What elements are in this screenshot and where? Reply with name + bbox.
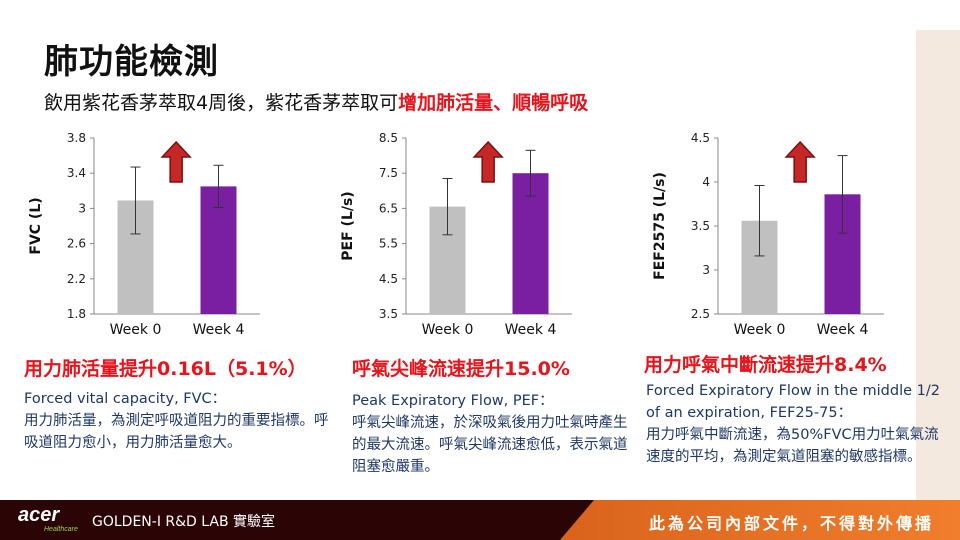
slide-title: 肺功能檢測: [44, 42, 219, 82]
pef-desc-zh: 呼氣尖峰流速，於深吸氣後用力吐氣時產生的最大流速。呼氣尖峰流速愈低，表示氣道阻塞…: [352, 415, 628, 475]
y-tick-label: 4: [702, 175, 710, 189]
y-tick-label: 8.5: [379, 131, 398, 145]
y-tick-label: 3.8: [67, 131, 86, 145]
y-tick-label: 3: [78, 201, 86, 215]
lab-name: GOLDEN-I R&D LAB 實驗室: [92, 514, 276, 530]
y-tick-label: 4.5: [379, 272, 398, 286]
y-tick-label: 5.5: [379, 237, 398, 251]
y-axis-label: FEF2575 (L/s): [652, 172, 668, 280]
x-tick-label: Week 4: [193, 322, 245, 338]
y-tick-label: 2.6: [67, 237, 86, 251]
y-axis-label: PEF (L/s): [340, 191, 356, 260]
x-tick-label: Week 0: [734, 322, 786, 338]
y-tick-label: 1.8: [67, 307, 86, 321]
decorative-side-strip: [916, 30, 960, 500]
fvc-result: 用力肺活量提升0.16L（5.1%）: [24, 358, 307, 380]
bar-week-4: [512, 173, 549, 314]
pef-result: 呼氣尖峰流速提升15.0%: [352, 358, 570, 380]
y-tick-label: 4.5: [691, 131, 710, 145]
fef-desc-en: Forced Expiratory Flow in the middle 1/2…: [646, 383, 940, 421]
fvc-desc-zh: 用力肺活量，為測定呼吸道阻力的重要指標。呼吸道阻力愈小，用力肺活量愈大。: [24, 413, 329, 451]
y-tick-label: 2.5: [691, 307, 710, 321]
footer-left-panel: [0, 500, 640, 540]
subtitle-highlight: 增加肺活量、順暢呼吸: [398, 92, 589, 114]
pef-description: Peak Expiratory Flow, PEF： 呼氣尖峰流速，於深吸氣後用…: [352, 390, 630, 478]
confidential-notice: 此為公司內部文件，不得對外傳播: [648, 514, 934, 533]
up-arrow-icon: [784, 140, 816, 183]
x-tick-label: Week 0: [422, 322, 474, 338]
chart-svg: 3.5 4.5 5.5 6.5 7.5 8.5 PEF (L/s) Week 0 Week 4: [340, 131, 572, 338]
y-tick-label: 3: [702, 263, 710, 277]
fef2575-chart: 2.5 3 3.5 4 4.5 FEF2575 (L/s) Week 0 Week 4: [644, 128, 904, 348]
chart-svg: 1.8 2.2 2.6 3 3.4 3.8 FVC (L) Week 0 Week 4: [28, 131, 260, 338]
y-axis-label: FVC (L): [28, 197, 44, 254]
fvc-chart: 1.8 2.2 2.6 3 3.4 3.8 FVC (L) Week 0 Week 4: [20, 128, 280, 348]
y-tick-label: 7.5: [379, 166, 398, 180]
fef-desc-zh: 用力呼氣中斷流速，為50%FVC用力吐氣氣流速度的平均，為測定氣道阻塞的敏感指標…: [646, 427, 939, 465]
slide-subtitle: 飲用紫花香茅萃取4周後，紫花香茅萃取可增加肺活量、順暢呼吸: [44, 88, 588, 115]
y-tick-label: 2.2: [67, 272, 86, 286]
acer-logo: acer: [18, 504, 60, 526]
pef-chart: 3.5 4.5 5.5 6.5 7.5 8.5 PEF (L/s) Week 0 Week 4: [332, 128, 592, 348]
y-tick-label: 3.5: [691, 219, 710, 233]
subtitle-text: 飲用紫花香茅萃取4周後，紫花香茅萃取可: [44, 92, 399, 114]
y-tick-label: 6.5: [379, 201, 398, 215]
up-arrow-icon: [160, 140, 192, 183]
y-tick-label: 3.5: [379, 307, 398, 321]
x-tick-label: Week 0: [110, 322, 162, 338]
up-arrow-icon: [472, 140, 504, 183]
fvc-description: Forced vital capacity, FVC： 用力肺活量，為測定呼吸道…: [24, 388, 334, 454]
fef-description: Forced Expiratory Flow in the middle 1/2…: [646, 380, 952, 468]
pef-desc-en: Peak Expiratory Flow, PEF：: [352, 393, 554, 409]
x-tick-label: Week 4: [505, 322, 557, 338]
fef-result: 用力呼氣中斷流速提升8.4%: [644, 354, 887, 376]
logo-subtitle: Healthcare: [44, 526, 78, 533]
footer-right-panel: [560, 500, 960, 540]
y-tick-label: 3.4: [67, 166, 86, 180]
fvc-desc-en: Forced vital capacity, FVC：: [24, 391, 227, 407]
footer-bar: acer Healthcare GOLDEN-I R&D LAB 實驗室 此為公…: [0, 500, 960, 540]
x-tick-label: Week 4: [817, 322, 869, 338]
chart-svg: 2.5 3 3.5 4 4.5 FEF2575 (L/s) Week 0 Week 4: [652, 131, 884, 338]
